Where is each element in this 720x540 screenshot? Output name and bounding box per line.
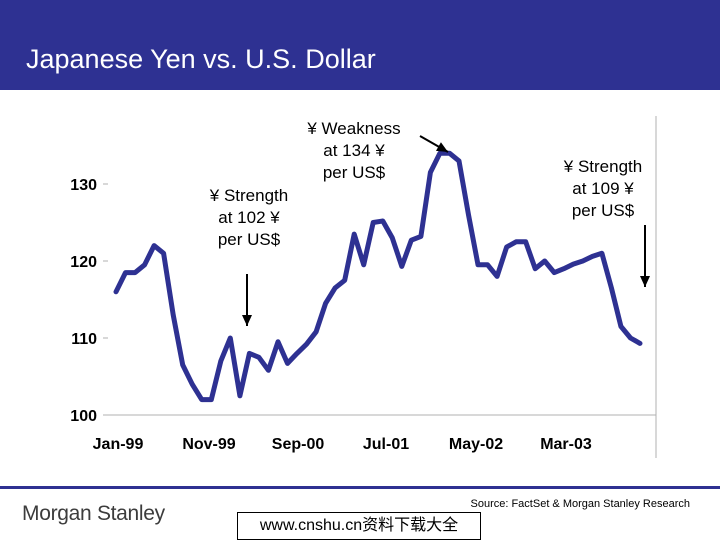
y-tick-label: 120: [70, 254, 97, 271]
page-title: Japanese Yen vs. U.S. Dollar: [26, 44, 376, 74]
annotation-line: at 109 ¥: [572, 179, 634, 198]
y-tick-label: 100: [70, 408, 97, 425]
title-bar: Japanese Yen vs. U.S. Dollar: [0, 0, 720, 90]
y-tick-label: 110: [71, 331, 97, 348]
annotation-line: per US$: [322, 163, 386, 182]
x-tick-label: Mar-03: [540, 436, 592, 453]
annotation-line: per US$: [217, 230, 281, 249]
footer-divider: [0, 486, 720, 489]
annotation-line: ¥ Weakness: [307, 119, 401, 138]
watermark: www.cnshu.cn资料下载大全: [237, 512, 481, 540]
annotation-yen-weakness: ¥ Weakness at 134 ¥ per US$: [298, 118, 410, 184]
x-tick-label: Sep-00: [272, 436, 325, 453]
annotation-line: ¥ Strength: [563, 157, 643, 176]
annotation-yen-strength-109: ¥ Strength at 109 ¥ per US$: [548, 156, 658, 222]
morgan-stanley-logo: Morgan Stanley: [22, 502, 165, 525]
source-note: Source: FactSet & Morgan Stanley Researc…: [470, 498, 691, 510]
arrow-strength-102: [242, 274, 252, 326]
arrow-weakness-134: [419, 135, 449, 153]
annotation-line: ¥ Strength: [209, 186, 289, 205]
x-tick-label: Nov-99: [182, 436, 235, 453]
x-tick-label: May-02: [449, 436, 503, 453]
series-line-yen: [113, 150, 643, 403]
x-tick-label: Jan-99: [93, 436, 144, 453]
annotation-yen-strength-102: ¥ Strength at 102 ¥ per US$: [194, 185, 304, 251]
chart: 100 110 120 130 Jan-99 Nov-99 Sep-00 Jul-01 May-…: [70, 116, 657, 458]
annotation-line: per US$: [571, 201, 635, 220]
annotation-line: at 102 ¥: [218, 208, 280, 227]
y-tick-label: 130: [70, 177, 97, 194]
x-tick-label: Jul-01: [363, 436, 409, 453]
arrow-strength-109: [640, 225, 650, 287]
annotation-line: at 134 ¥: [323, 141, 385, 160]
